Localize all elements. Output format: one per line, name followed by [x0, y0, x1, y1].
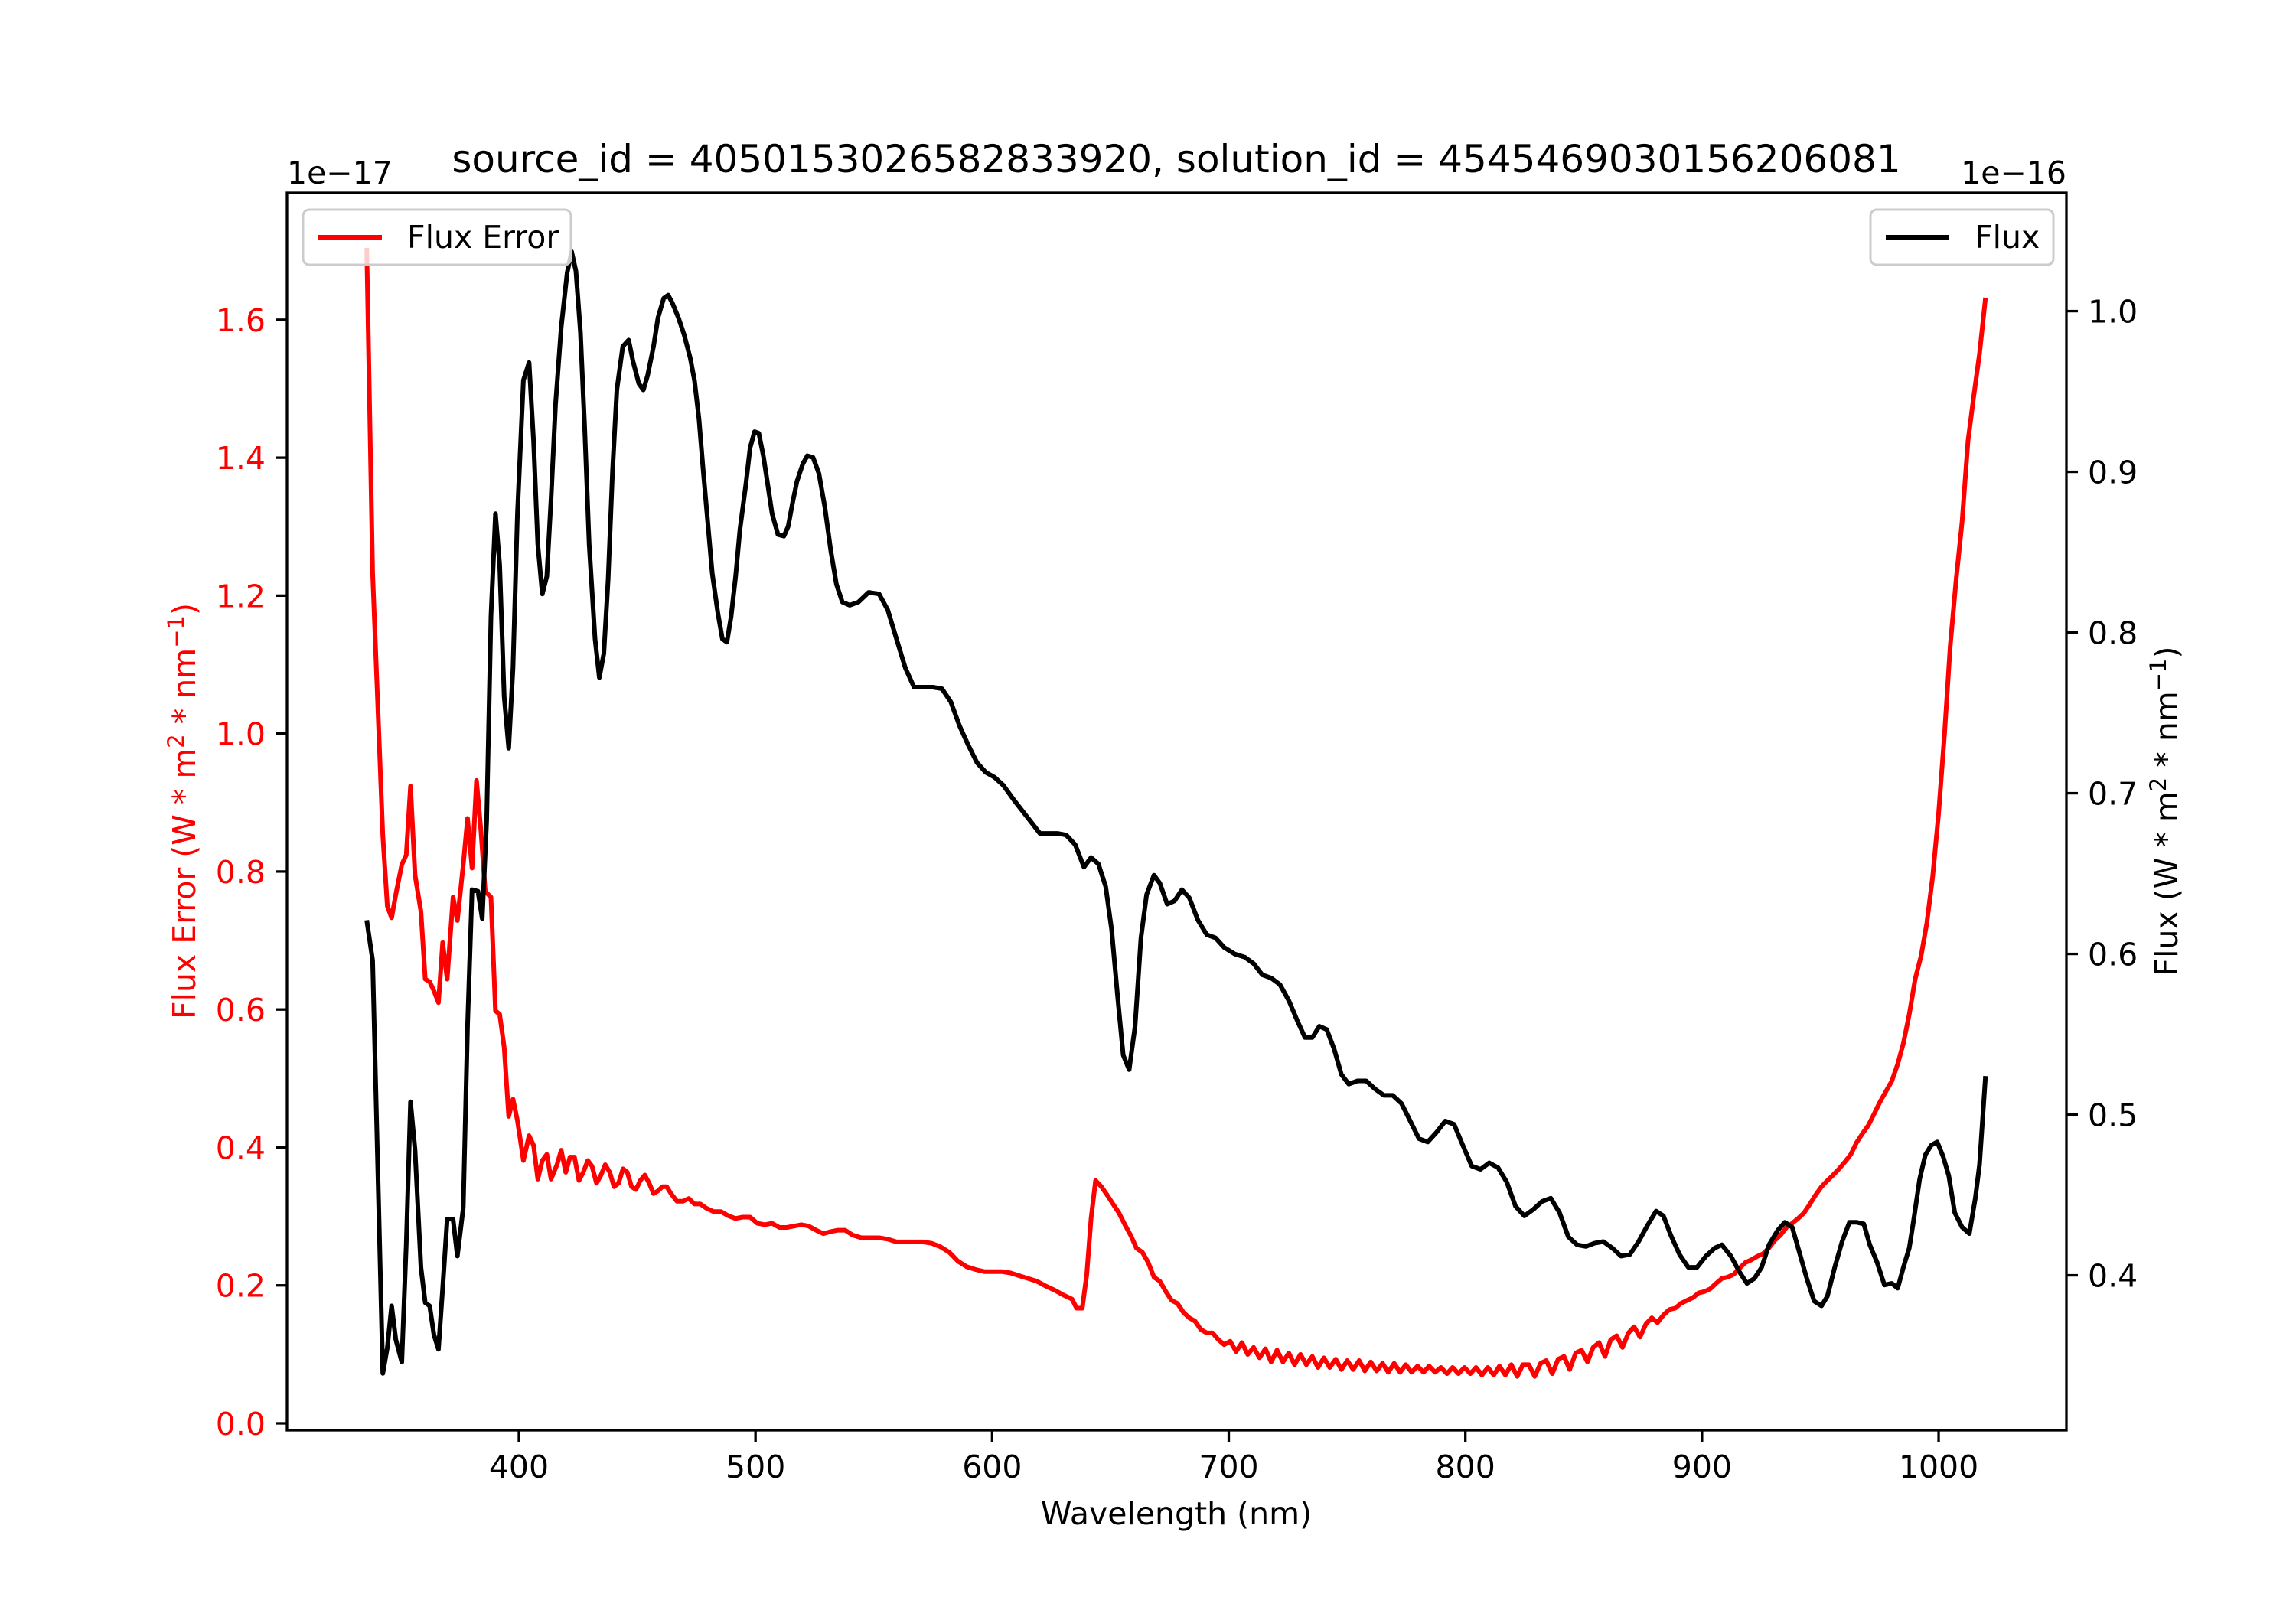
series-line-flux-error: [364, 248, 1988, 1379]
x-tick-label: 500: [726, 1449, 785, 1485]
right-y-tick-label: 0.9: [2088, 455, 2138, 491]
right-y-tick-label: 1.0: [2088, 294, 2138, 331]
left-y-tick-label: 0.2: [216, 1268, 266, 1305]
right-y-axis-label: Flux (W * m2 * nm−1): [2145, 647, 2185, 976]
legend-label-flux: Flux: [1975, 219, 2040, 256]
right-offset-text: 1e−16: [1961, 155, 2066, 191]
x-tick-label: 600: [962, 1449, 1022, 1485]
left-y-tick-label: 0.6: [216, 992, 266, 1028]
x-tick-label: 400: [489, 1449, 549, 1485]
left-y-tick-label: 1.2: [216, 578, 266, 614]
left-y-tick-label: 0.4: [216, 1129, 266, 1166]
x-tick-label: 1000: [1899, 1449, 1978, 1485]
right-y-tick-label: 0.6: [2088, 937, 2138, 973]
legend-label-flux-error: Flux Error: [407, 219, 559, 256]
left-y-tick-label: 1.6: [216, 302, 266, 339]
x-axis-label: Wavelength (nm): [1041, 1495, 1312, 1532]
left-offset-text: 1e−17: [287, 155, 393, 191]
left-y-tick-label: 0.8: [216, 854, 266, 891]
chart-title: source_id = 4050153026582833920, solutio…: [452, 137, 1900, 181]
x-tick-label: 900: [1672, 1449, 1732, 1485]
right-y-tick-label: 0.5: [2088, 1097, 2138, 1134]
left-y-tick-label: 1.0: [216, 716, 266, 753]
right-y-tick-label: 0.8: [2088, 615, 2138, 652]
right-y-tick-label: 0.4: [2088, 1258, 2138, 1295]
left-y-tick-label: 1.4: [216, 440, 266, 477]
x-tick-label: 800: [1436, 1449, 1495, 1485]
axes-frame: [285, 191, 2068, 1432]
axis-ticks: 400 500 600 700 800 900 1000 0.0 0.2 0.4 0.6 0.8 1.0…: [216, 294, 2138, 1485]
left-y-tick-label: 0.0: [216, 1406, 266, 1442]
legend-flux-error: Flux Error: [302, 208, 572, 266]
plot-area: [364, 248, 1988, 1379]
right-y-tick-label: 0.7: [2088, 776, 2138, 813]
series-line-flux: [364, 249, 1988, 1376]
legend-flux: Flux: [1869, 208, 2055, 266]
x-tick-label: 700: [1199, 1449, 1258, 1485]
left-y-axis-label: Flux Error (W * m2 * nm−1): [163, 603, 203, 1019]
